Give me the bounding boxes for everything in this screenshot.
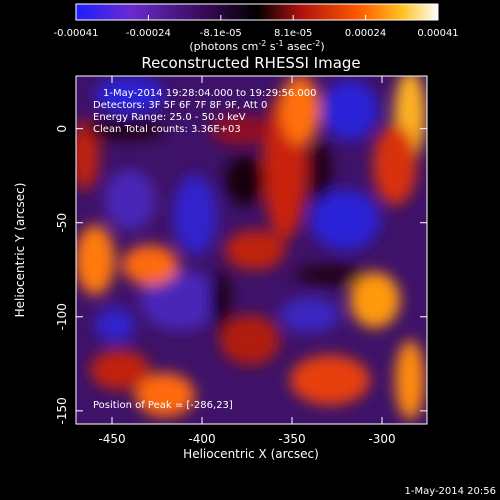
x-tick-label: -400 [188,432,215,446]
x-ticks: -450 -400 -350 -300 [98,76,396,446]
x-tick-label: -300 [368,432,395,446]
x-axis-label: Heliocentric X (arcsec) [183,447,319,461]
x-tick-label: -350 [278,432,305,446]
annotation-detectors: Detectors: 3F 5F 6F 7F 8F 9F, Att 0 [93,100,267,111]
timestamp: 1-May-2014 20:56 [404,486,496,497]
annotation-energy: Energy Range: 25.0 - 50.0 keV [93,112,246,123]
y-tick-label: -50 [55,213,69,233]
colorbar [75,3,439,21]
y-ticks: 0 -50 -100 -150 [55,125,427,424]
colorbar-ticks: -0.00041 -0.00024 -8.1e-05 8.1e-05 0.00024 0.… [54,15,459,39]
y-tick-label: -100 [55,303,69,330]
plot-frame [75,75,428,425]
x-tick-label: -450 [98,432,125,446]
colorbar-tick-label: -0.00024 [126,28,171,39]
heatmap-image [76,76,427,424]
colorbar-tick-label: 0.00024 [345,28,386,39]
annotation-time: 1-May-2014 19:28:04.000 to 19:29:56.000 [103,88,316,99]
colorbar-units: (photons cm-2 s-1 asec-2) [189,39,324,53]
colorbar-tick-label: 0.00041 [417,28,458,39]
y-axis-label: Heliocentric Y (arcsec) [13,183,27,318]
colorbar-tick-label: -8.1e-05 [200,28,242,39]
colorbar-tick-label: 8.1e-05 [274,28,312,39]
colorbar-tick-label: -0.00041 [54,28,99,39]
chart-title: Reconstructed RHESSI Image [141,54,360,72]
y-tick-label: 0 [55,125,69,133]
y-tick-label: -150 [55,397,69,424]
annotation-clean: Clean Total counts: 3.36E+03 [93,124,241,135]
annotation-peak: Position of Peak = [-286,23] [93,400,233,411]
